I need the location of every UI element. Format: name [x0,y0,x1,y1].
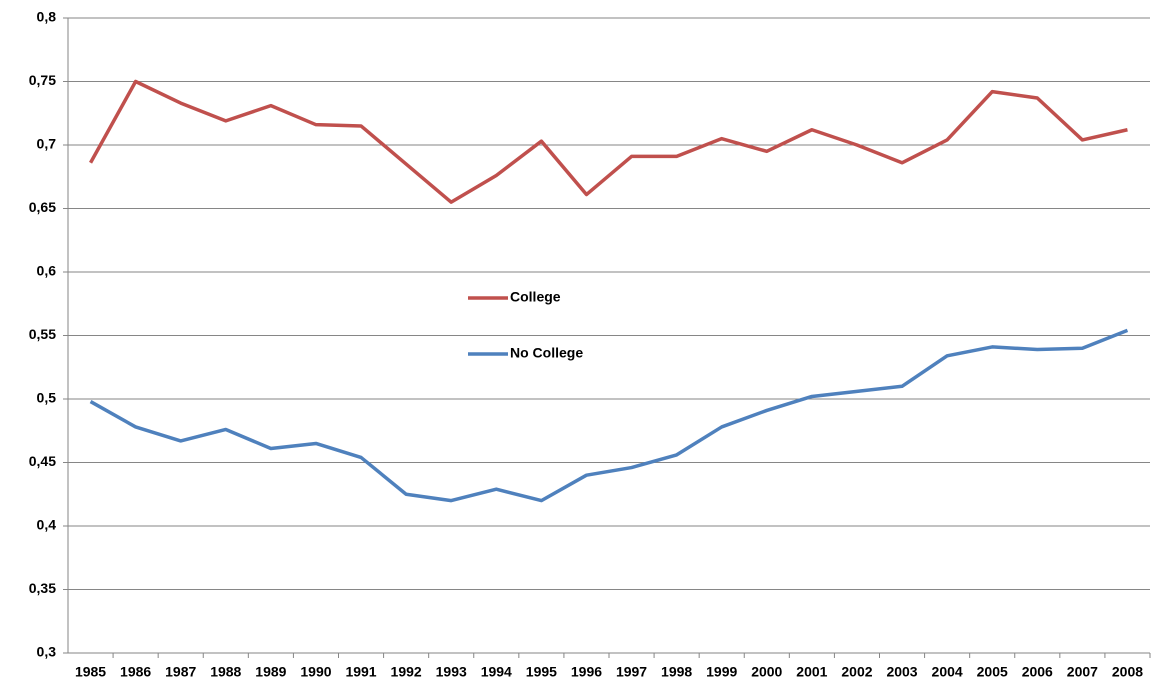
x-tick-label: 1998 [661,664,692,680]
y-tick-label: 0,35 [29,580,56,596]
y-tick-label: 0,3 [37,644,57,660]
x-tick-label: 2000 [751,664,782,680]
x-tick-label: 1987 [165,664,196,680]
y-tick-label: 0,45 [29,453,56,469]
x-tick-label: 2002 [841,664,872,680]
y-tick-label: 0,8 [37,9,57,25]
legend-label: College [510,289,561,305]
x-tick-label: 1993 [436,664,467,680]
x-tick-label: 1996 [571,664,602,680]
y-tick-label: 0,7 [37,136,57,152]
x-tick-label: 2001 [796,664,827,680]
x-tick-label: 1988 [210,664,241,680]
y-tick-label: 0,55 [29,326,56,342]
x-tick-label: 2006 [1022,664,1053,680]
x-tick-label: 2003 [886,664,917,680]
x-tick-label: 2007 [1067,664,1098,680]
legend-label: No College [510,345,583,361]
line-series [89,79,1128,204]
x-tick-label: 1995 [526,664,557,680]
y-tick-label: 0,5 [37,390,57,406]
x-tick-label: 2004 [932,664,963,680]
x-tick-label: 1992 [391,664,422,680]
x-tick-label: 1989 [255,664,286,680]
y-tick-label: 0,75 [29,72,56,88]
line-series [89,328,1129,503]
x-tick-label: 1990 [300,664,331,680]
x-tick-label: 1999 [706,664,737,680]
x-tick-label: 1994 [481,664,512,680]
y-tick-label: 0,4 [37,517,57,533]
y-tick-label: 0,65 [29,199,56,215]
x-tick-label: 2005 [977,664,1008,680]
y-tick-label: 0,6 [37,263,57,279]
x-tick-label: 1986 [120,664,151,680]
x-tick-label: 1985 [75,664,106,680]
x-tick-label: 2008 [1112,664,1143,680]
x-tick-label: 1997 [616,664,647,680]
x-tick-label: 1991 [345,664,376,680]
